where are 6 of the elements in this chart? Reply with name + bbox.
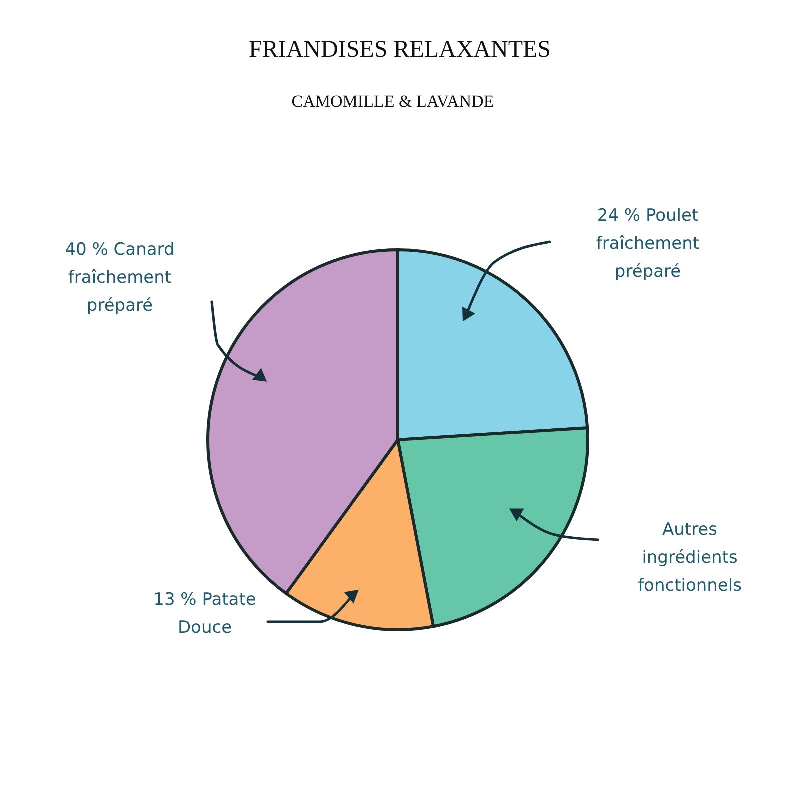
slice-label: 13 % Patate Douce: [154, 590, 256, 638]
slice-label: 40 % Canard fraîchement préparé: [65, 240, 175, 316]
slice-label: Autres ingrédients fonctionnels: [638, 520, 742, 596]
chart-title: FRIANDISES RELAXANTES: [248, 37, 552, 63]
slice-label: 24 % Poulet fraîchement préparé: [596, 206, 700, 282]
chart-subtitle: CAMOMILLE & LAVANDE: [292, 92, 494, 111]
